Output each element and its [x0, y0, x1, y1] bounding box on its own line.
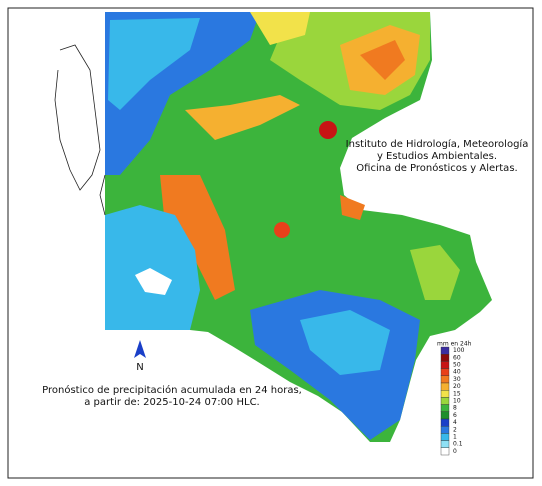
legend-swatch — [440, 382, 450, 391]
rain-area — [274, 222, 290, 238]
sea-area — [135, 268, 172, 295]
legend-swatch — [440, 354, 450, 362]
legend-label: 20 — [453, 383, 461, 390]
legend-label: 2 — [453, 426, 457, 433]
rain-area — [410, 245, 460, 300]
legend-swatch — [440, 390, 450, 398]
legend-label: 6 — [453, 412, 457, 419]
precipitation-map — [54, 12, 492, 442]
caption-line: a partir de: 2025-10-24 07:00 HLC. — [84, 397, 259, 408]
sea-area — [105, 205, 200, 330]
title-line: Oficina de Pronósticos y Alertas. — [356, 162, 517, 174]
rain-area — [250, 12, 310, 45]
title-line: y Estudios Ambientales. — [377, 151, 497, 162]
legend-label: 100 — [453, 347, 465, 354]
legend-label: 1 — [453, 434, 457, 441]
legend-swatch — [440, 346, 450, 355]
legend-swatch — [440, 397, 450, 405]
rain-area — [108, 18, 200, 110]
north-arrow: N — [134, 340, 146, 373]
rain-area — [319, 121, 337, 139]
title-line: Instituto de Hidrología, Meteorología — [346, 138, 529, 150]
legend-label: 0.1 — [453, 441, 463, 448]
legend-swatch — [440, 361, 450, 369]
rain-area — [185, 95, 300, 140]
legend-swatch — [440, 433, 450, 441]
legend-label: 50 — [453, 362, 461, 369]
legend-swatch — [440, 404, 450, 413]
coastline — [99, 174, 106, 216]
legend-label: 8 — [453, 405, 457, 412]
rain-area — [340, 195, 365, 220]
legend-label: 40 — [453, 369, 461, 376]
north-label: N — [136, 362, 143, 373]
legend-swatch — [440, 411, 450, 420]
legend-title: mm en 24h — [437, 341, 472, 348]
legend-label: 0 — [453, 448, 457, 455]
legend-label: 30 — [453, 376, 461, 383]
legend-label: 60 — [453, 354, 461, 361]
legend-label: 10 — [453, 398, 461, 405]
rain-area — [160, 175, 235, 300]
rain-area — [360, 40, 405, 80]
rain-area — [300, 310, 390, 375]
coastline — [54, 44, 101, 191]
legend-label: 4 — [453, 419, 457, 426]
legend-swatch — [440, 418, 450, 427]
caption-line: Pronóstico de precipitación acumulada en… — [42, 384, 302, 396]
legend-swatch — [440, 447, 450, 456]
legend-swatch — [440, 440, 450, 449]
legend-swatch — [440, 368, 450, 377]
north-arrow-icon — [134, 340, 146, 358]
legend-swatch — [440, 426, 450, 434]
legend-label: 15 — [453, 390, 461, 397]
legend-swatch — [440, 375, 450, 384]
